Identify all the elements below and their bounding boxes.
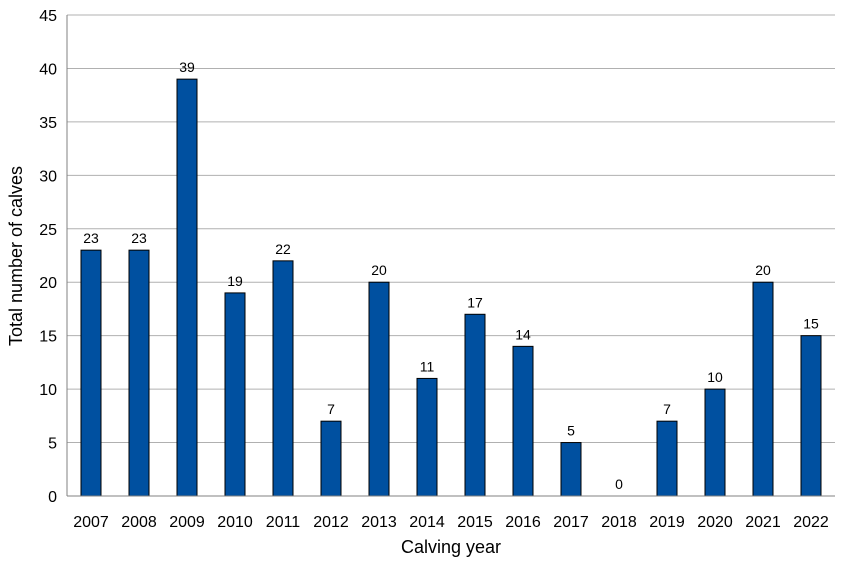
- bar: [128, 249, 150, 497]
- bar-value-label: 23: [83, 230, 99, 246]
- bar: [752, 281, 774, 497]
- x-tick-label: 2020: [697, 514, 733, 531]
- bar: [320, 420, 342, 497]
- x-tick-label: 2008: [121, 514, 157, 531]
- x-tick-label: 2013: [361, 514, 397, 531]
- y-tick-label: 5: [48, 436, 57, 453]
- bar: [464, 313, 486, 497]
- bar-value-label: 0: [615, 476, 623, 492]
- y-tick-label: 15: [39, 329, 57, 346]
- bar: [224, 292, 246, 497]
- bar-value-label: 22: [275, 241, 291, 257]
- bar-value-label: 15: [803, 316, 819, 332]
- bar: [272, 260, 294, 497]
- y-tick-label: 0: [48, 489, 57, 506]
- bar: [560, 442, 582, 497]
- bar-value-label: 7: [663, 401, 671, 417]
- x-tick-label: 2015: [457, 514, 493, 531]
- x-tick-label: 2009: [169, 514, 205, 531]
- y-axis-title: Total number of calves: [6, 166, 26, 346]
- bar-value-label: 11: [420, 358, 435, 374]
- y-tick-label: 45: [39, 8, 57, 25]
- x-tick-label: 2021: [745, 514, 781, 531]
- y-tick-label: 35: [39, 115, 57, 132]
- bar: [512, 345, 534, 497]
- bar-value-label: 17: [467, 294, 483, 310]
- x-tick-label: 2014: [409, 514, 445, 531]
- bar-value-label: 19: [227, 273, 243, 289]
- x-tick-label: 2018: [601, 514, 637, 531]
- bar-value-label: 10: [707, 369, 723, 385]
- bar-value-label: 39: [179, 59, 195, 75]
- x-tick-label: 2022: [793, 514, 829, 531]
- bar: [416, 377, 438, 497]
- x-tick-label: 2010: [217, 514, 253, 531]
- bars: [80, 78, 822, 497]
- y-tick-label: 20: [39, 275, 57, 292]
- bar: [368, 281, 390, 497]
- y-tick-label: 25: [39, 222, 57, 239]
- x-tick-label: 2011: [266, 514, 301, 531]
- x-tick-label: 2012: [313, 514, 349, 531]
- x-tick-label: 2007: [73, 514, 109, 531]
- bar-value-label: 20: [371, 262, 387, 278]
- bar: [176, 78, 198, 497]
- bar: [656, 420, 678, 497]
- y-tick-label: 40: [39, 61, 57, 78]
- bar: [800, 335, 822, 497]
- x-tick-label: 2016: [505, 514, 541, 531]
- bar-value-label: 7: [327, 401, 335, 417]
- bar: [80, 249, 102, 497]
- bar-value-label: 23: [131, 230, 147, 246]
- bar-value-label: 5: [567, 423, 575, 439]
- bar-value-label: 20: [755, 262, 771, 278]
- bar: [704, 388, 726, 497]
- x-tick-label: 2017: [553, 514, 589, 531]
- y-tick-label: 10: [39, 382, 57, 399]
- x-axis-title: Calving year: [401, 537, 501, 557]
- bar-value-label: 14: [515, 326, 531, 342]
- data-labels: 23 23 39 19 22 7 20 11 17 14 5 0 7 10 20 15: [83, 59, 819, 492]
- x-tick-label: 2019: [649, 514, 685, 531]
- y-tick-label: 30: [39, 168, 57, 185]
